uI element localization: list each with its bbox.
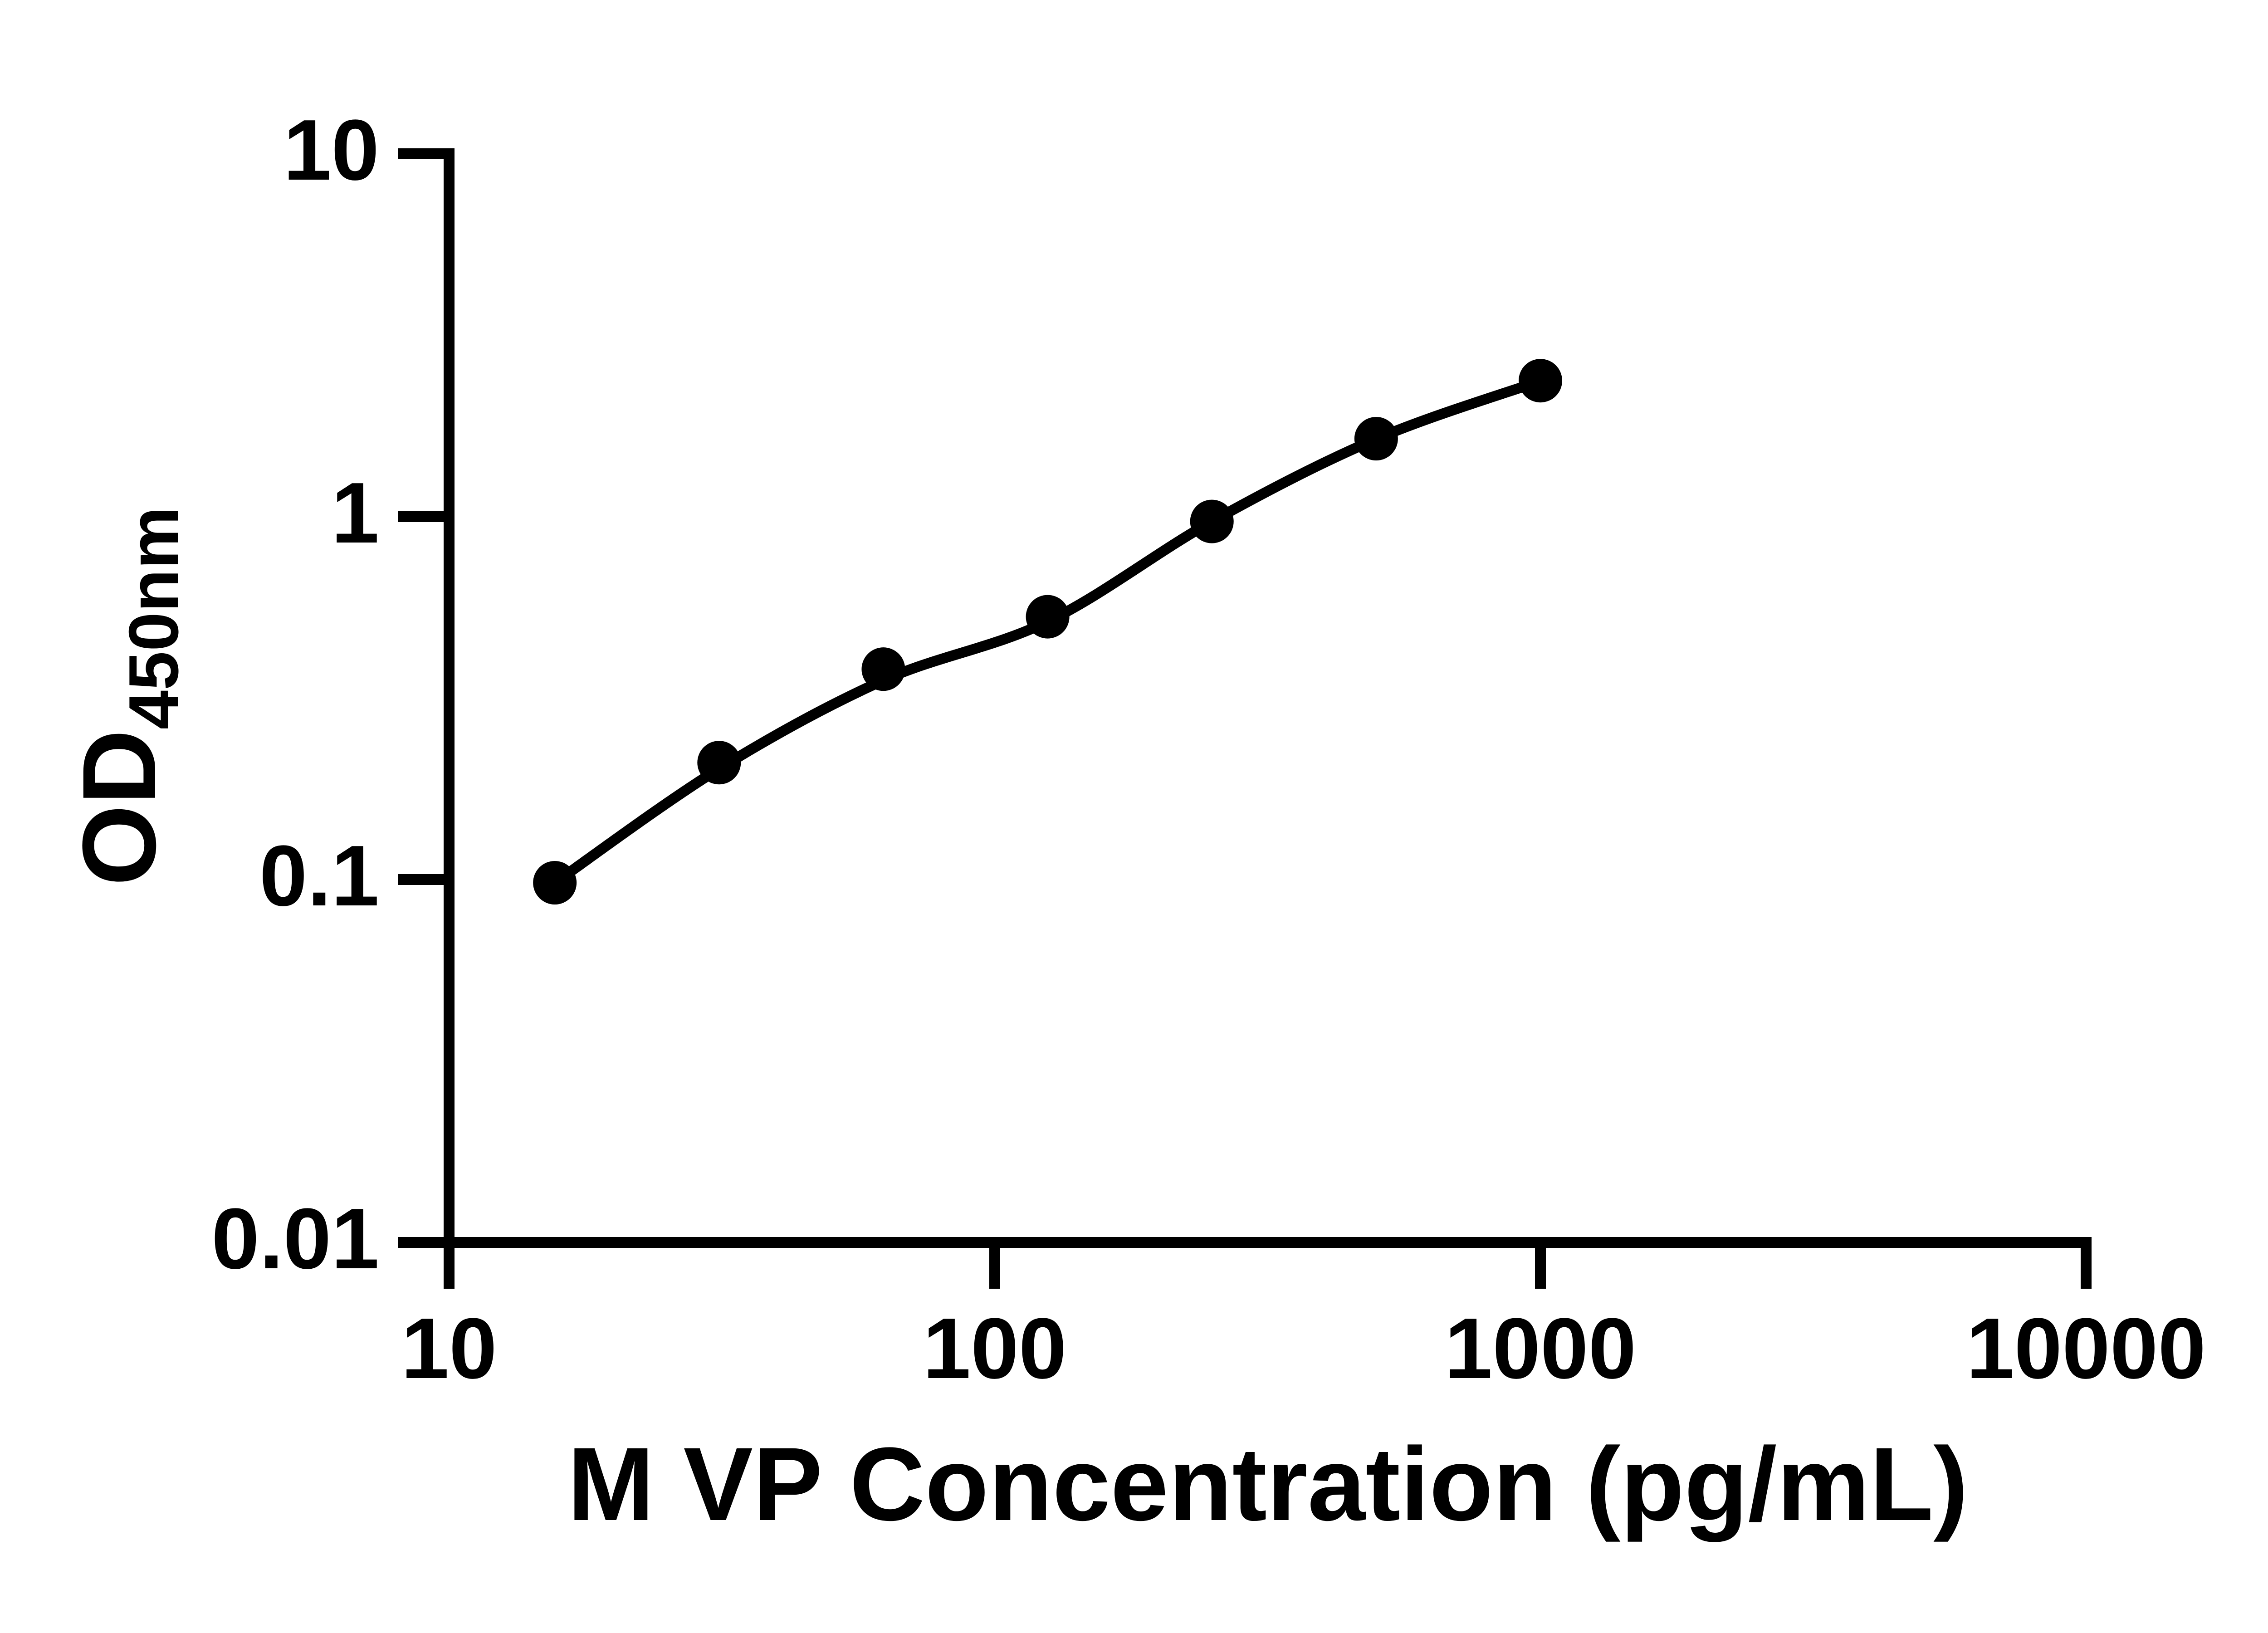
x-axis-line bbox=[444, 1237, 2092, 1248]
data-point bbox=[697, 741, 741, 785]
x-tick bbox=[989, 1242, 1000, 1289]
y-axis-line bbox=[444, 148, 455, 1248]
data-point bbox=[1354, 417, 1398, 461]
y-tick-label: 10 bbox=[283, 102, 379, 198]
y-tick-label: 0.1 bbox=[259, 828, 379, 924]
data-point bbox=[1026, 595, 1070, 639]
y-tick bbox=[398, 511, 444, 522]
y-tick-label: 0.01 bbox=[211, 1191, 379, 1287]
y-axis-title: OD450nm bbox=[61, 507, 206, 886]
data-point bbox=[1519, 359, 1562, 403]
x-tick bbox=[2081, 1242, 2092, 1289]
x-axis-title: M VP Concentration (pg/mL) bbox=[567, 1426, 1968, 1542]
x-tick bbox=[444, 1242, 455, 1289]
x-tick-label: 100 bbox=[923, 1301, 1067, 1397]
x-tick bbox=[1535, 1242, 1546, 1289]
y-tick bbox=[398, 148, 444, 159]
x-tick-label: 1000 bbox=[1444, 1301, 1637, 1397]
x-tick-label: 10000 bbox=[1966, 1301, 2206, 1397]
y-tick bbox=[398, 874, 444, 885]
data-point bbox=[861, 647, 905, 691]
data-point bbox=[533, 861, 577, 905]
y-tick-label: 1 bbox=[331, 465, 379, 561]
x-tick-label: 10 bbox=[401, 1301, 497, 1397]
data-point bbox=[1190, 499, 1234, 543]
y-tick bbox=[398, 1237, 444, 1248]
